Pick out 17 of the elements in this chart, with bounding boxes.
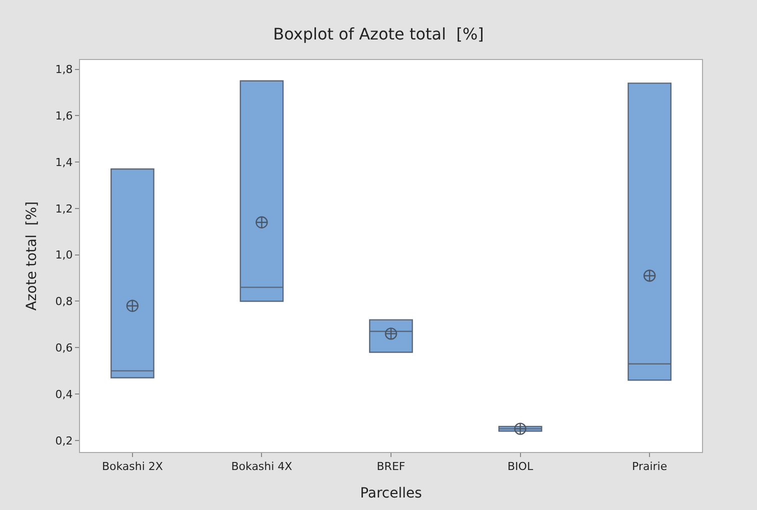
x-tick-label: BREF (376, 460, 406, 474)
y-tick-label: 0,4 (55, 388, 73, 401)
x-tick-label: BIOL (507, 460, 534, 474)
x-tick-label: Bokashi 4X (231, 460, 293, 474)
y-tick-label: 0,6 (55, 341, 73, 354)
x-tick-label: Prairie (632, 460, 668, 474)
y-tick-label: 0,8 (55, 295, 73, 308)
x-axis-title: Parcelles (360, 486, 422, 502)
y-axis-title: Azote total [%] (24, 201, 40, 311)
y-tick-label: 1,8 (55, 63, 73, 76)
y-tick-label: 0,2 (55, 434, 73, 448)
y-tick-label: 1,4 (55, 156, 73, 169)
y-tick-label: 1,2 (55, 202, 73, 216)
y-tick-label: 1,6 (55, 110, 73, 123)
chart-title: Boxplot of Azote total [%] (273, 24, 484, 44)
x-tick-label: Bokashi 2X (102, 460, 164, 474)
y-tick-label: 1,0 (55, 248, 73, 262)
